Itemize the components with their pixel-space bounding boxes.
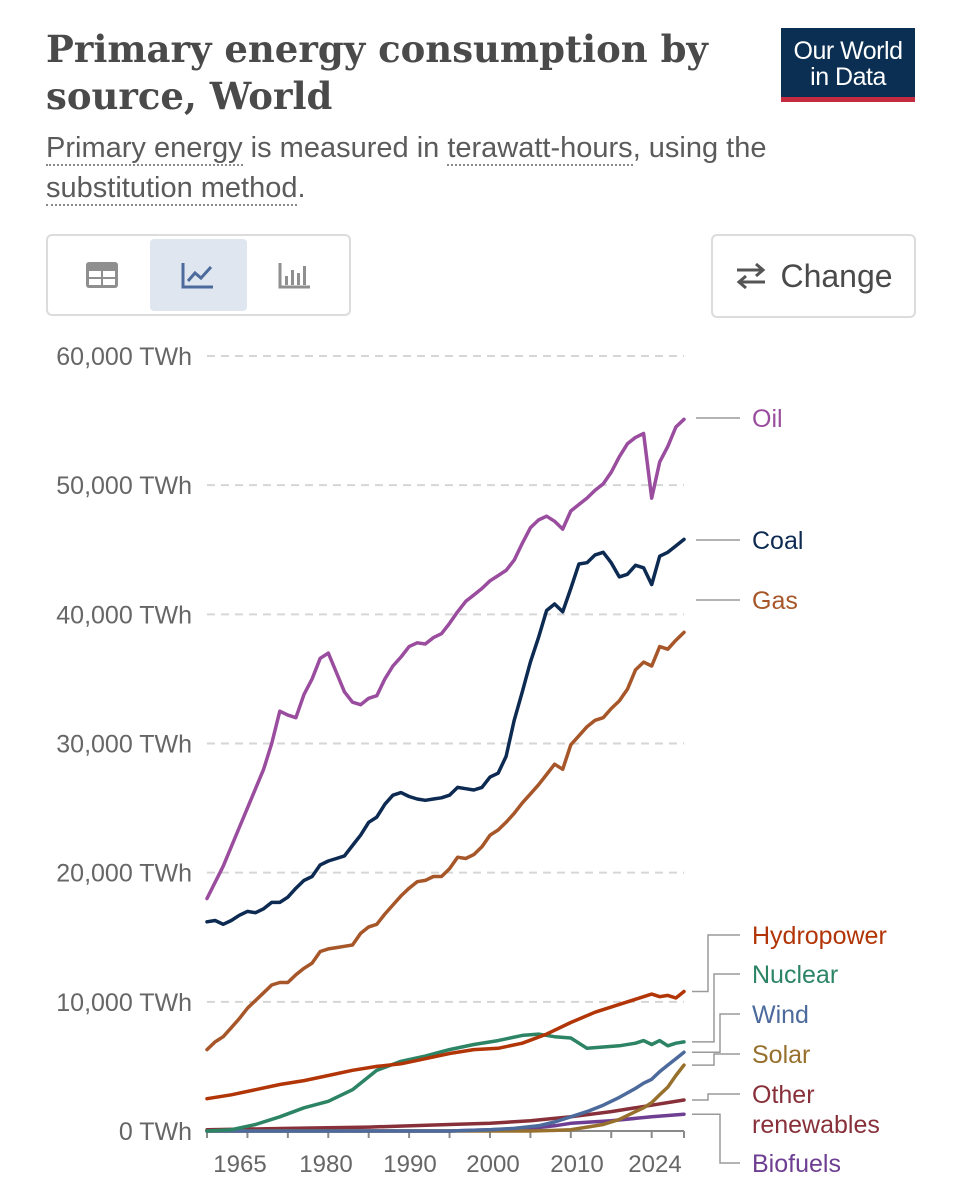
y-tick-label: 0 TWh [119, 1118, 192, 1146]
table-view-button[interactable] [54, 239, 150, 311]
subtitle-text-2: , using the [632, 132, 767, 164]
logo-line-2: in Data [810, 63, 886, 91]
x-tick-label: 2024 [628, 1151, 681, 1178]
label-connector [692, 1013, 740, 1053]
terawatt-hours-link[interactable]: terawatt-hours [447, 132, 633, 166]
series-lines [205, 417, 686, 1133]
series-label-wind[interactable]: Wind [752, 1001, 809, 1029]
substitution-method-link[interactable]: substitution method [46, 172, 298, 206]
y-tick-label: 30,000 TWh [56, 731, 192, 759]
y-tick-label: 60,000 TWh [56, 343, 192, 371]
series-label-coal[interactable]: Coal [752, 527, 803, 555]
primary-energy-link[interactable]: Primary energy [46, 132, 243, 166]
y-tick-label: 10,000 TWh [56, 989, 192, 1017]
x-axis: 1965 1980 1990 2000 2010 2024 [206, 1130, 685, 1178]
series-label-hydropower[interactable]: Hydropower [752, 922, 887, 950]
bar-chart-view-button[interactable] [247, 239, 343, 311]
chart-subtitle: Primary energy is measured in terawatt-h… [46, 128, 886, 208]
label-connector [692, 1053, 740, 1066]
change-button-label: Change [780, 257, 893, 294]
series-line-wind[interactable] [205, 1050, 686, 1133]
series-labels: Oil Coal Gas Hydropower Nuclear Wind Solar Othe… [692, 405, 887, 1178]
series-label-nuclear[interactable]: Nuclear [752, 961, 838, 989]
y-tick-label: 40,000 TWh [56, 601, 192, 629]
series-line-coal[interactable] [205, 537, 686, 927]
series-label-oil[interactable]: Oil [752, 405, 783, 433]
page-title: Primary energy consumption by source, Wo… [46, 27, 708, 118]
series-line-solar[interactable] [205, 1063, 686, 1133]
series-label-other-renewables[interactable]: Other renewables [752, 1081, 880, 1139]
label-connector [692, 1093, 740, 1101]
label-connector [692, 973, 740, 1043]
subtitle-text-1: is measured in [242, 132, 448, 164]
y-tick-label: 20,000 TWh [56, 860, 192, 888]
label-connector [692, 934, 740, 993]
x-tick-label: 1965 [213, 1151, 266, 1178]
series-line-other-renewables[interactable] [205, 1098, 686, 1132]
table-icon [86, 262, 119, 288]
y-tick-label: 50,000 TWh [56, 472, 192, 500]
label-connector [692, 1113, 740, 1164]
line-chart-view-button[interactable] [150, 239, 247, 311]
x-tick-label: 2010 [550, 1151, 603, 1178]
series-line-nuclear[interactable] [205, 1032, 686, 1133]
gridlines [207, 355, 684, 1003]
swap-arrows-icon [737, 262, 766, 290]
y-axis-ticks: 0 TWh 10,000 TWh 20,000 TWh 30,000 TWh 40,00… [56, 343, 192, 1146]
line-chart-icon [181, 263, 214, 289]
line-chart: 0 TWh 10,000 TWh 20,000 TWh 30,000 TWh 40,00… [56, 343, 887, 1178]
logo-accent-bar [781, 97, 915, 102]
change-entity-button[interactable]: Change [711, 234, 916, 318]
series-line-hydropower[interactable] [205, 989, 686, 1101]
x-tick-label: 1980 [299, 1151, 352, 1178]
x-tick-label: 1990 [383, 1151, 436, 1178]
bar-chart-icon [278, 263, 310, 289]
series-label-biofuels[interactable]: Biofuels [752, 1150, 841, 1178]
series-label-solar[interactable]: Solar [752, 1041, 810, 1069]
logo-line-1: Our World [793, 37, 903, 65]
owid-logo[interactable]: Our World in Data [781, 28, 915, 102]
series-label-gas[interactable]: Gas [752, 587, 798, 615]
series-line-gas[interactable] [205, 630, 686, 1052]
view-toggle-group [46, 234, 351, 316]
series-line-oil[interactable] [205, 417, 686, 901]
subtitle-text-3: . [297, 172, 306, 204]
x-tick-label: 2000 [466, 1151, 519, 1178]
